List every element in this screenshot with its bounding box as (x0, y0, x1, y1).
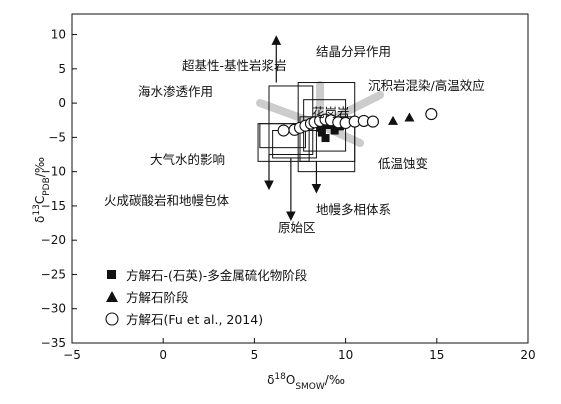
annotation-4: 花岗岩 (312, 105, 350, 120)
triangle-point-0 (388, 115, 399, 125)
field-box-2 (257, 123, 310, 162)
x-axis-title: δ18OSMOW/‰ (267, 372, 345, 392)
y-tick-label-7: −25 (41, 267, 66, 281)
annotation-5: 大气水的影响 (150, 152, 225, 167)
legend-label-0: 方解石-(石英)-多金属硫化物阶段 (126, 268, 307, 283)
y-tick-label-5: −15 (41, 199, 66, 213)
tick-labels: −5 0 5 10 15 20 10 5 0 −5 −10 −15 −20 −25 −30 −35 (41, 28, 536, 362)
y-tick-label-4: −10 (41, 165, 66, 179)
y-tick-label-2: 0 (58, 96, 66, 110)
annotation-3: 海水渗透作用 (138, 84, 213, 99)
annotation-8: 地幔多相体系 (316, 202, 391, 217)
legend-label-2: 方解石(Fu et al., 2014) (126, 312, 263, 327)
x-tick-label-4: 15 (429, 348, 444, 362)
data-points (277, 108, 438, 143)
square-point-5 (330, 126, 339, 135)
legend-marker-triangle (106, 291, 118, 302)
plot-frame (71, 13, 529, 344)
annotation-1: 超基性-基性岩浆岩 (182, 58, 287, 73)
x-tick-label-3: 10 (338, 348, 353, 362)
annotation-0: 结晶分异作用 (316, 44, 391, 59)
circle-point-0 (277, 124, 290, 137)
legend-marker-square (107, 270, 116, 279)
square-point-2 (317, 128, 326, 137)
annotation-7: 火成碳酸岩和地幔包体 (104, 193, 230, 208)
annotation-6: 低温蚀变 (378, 156, 428, 171)
circle-point-14 (425, 108, 438, 121)
y-tick-label-0: 10 (51, 28, 66, 42)
legend-marker-circle (105, 312, 119, 326)
x-tick-label-0: −5 (63, 348, 81, 362)
y-tick-label-1: 5 (58, 62, 66, 76)
legend-label-1: 方解石阶段 (126, 290, 189, 305)
arrows (264, 35, 322, 221)
square-point-1 (316, 123, 325, 132)
y-tick-label-3: −5 (48, 130, 66, 144)
y-tick-label-9: −35 (41, 336, 66, 350)
y-tick-label-6: −20 (41, 233, 66, 247)
axes (71, 13, 529, 344)
square-point-3 (321, 134, 330, 143)
circle-point-13 (366, 115, 380, 128)
x-tick-label-5: 20 (520, 348, 535, 362)
y-axis-title: δ13CPDB/‰ (32, 157, 52, 223)
annotation-2: 沉积岩混染/高温效应 (368, 78, 485, 93)
y-tick-label-8: −30 (41, 302, 66, 316)
x-tick-label-2: 5 (251, 348, 259, 362)
x-tick-label-1: 0 (159, 348, 167, 362)
annotation-9: 原始区 (278, 220, 316, 235)
triangle-point-1 (404, 112, 415, 122)
